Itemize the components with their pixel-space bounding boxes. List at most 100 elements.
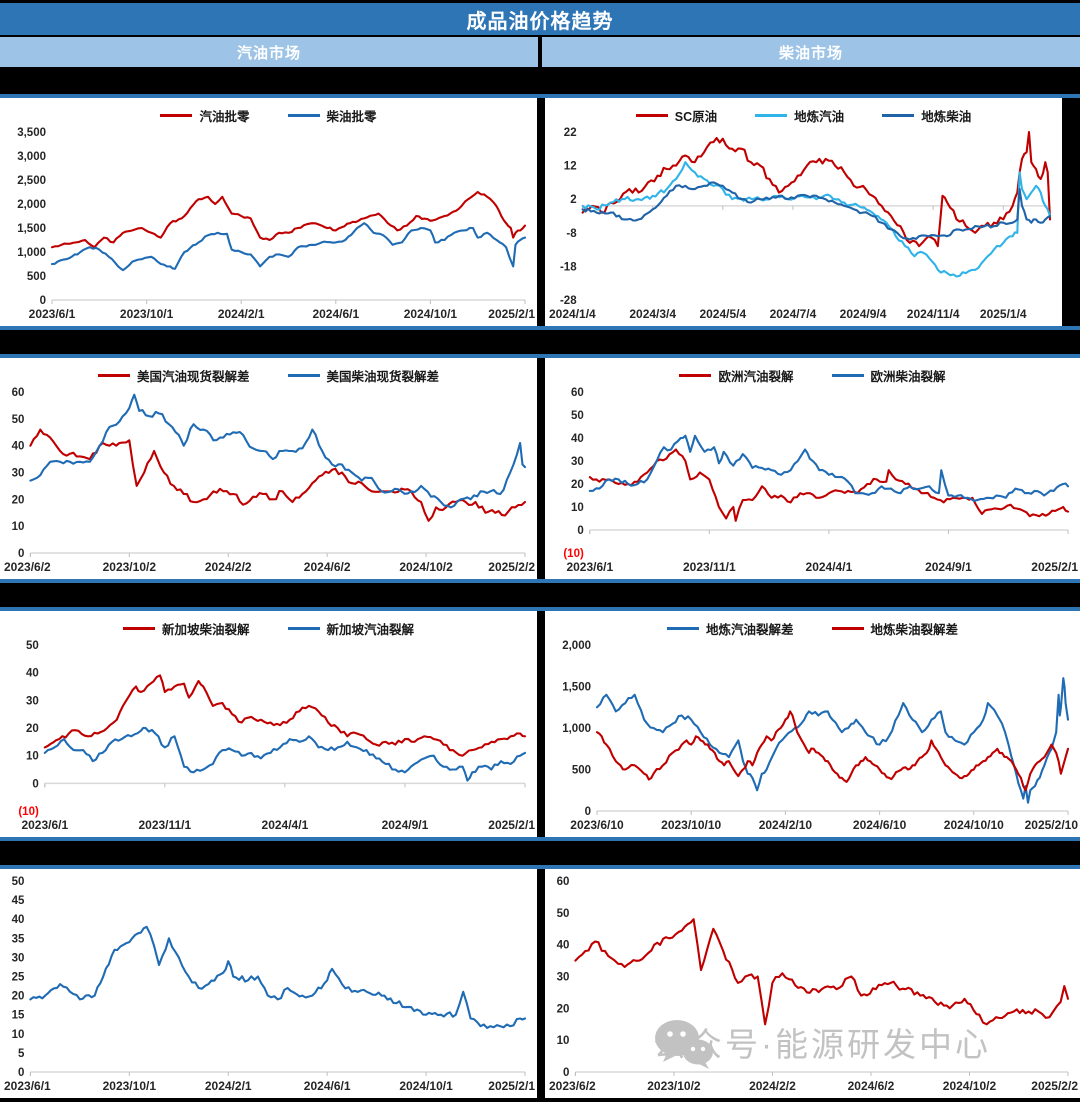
svg-text:2023/6/10: 2023/6/10 [570, 818, 624, 832]
chart-sc-crude-refinery-margins: -28 -18 -8 2 12 22 2024/1/4 2024/3/4 2024/5/4 202… [545, 98, 1080, 326]
svg-text:2023/10/1: 2023/10/1 [103, 1079, 157, 1093]
svg-text:2,500: 2,500 [17, 175, 46, 187]
svg-text:2: 2 [570, 194, 576, 206]
svg-text:45: 45 [12, 895, 25, 907]
svg-text:1,000: 1,000 [17, 247, 46, 259]
svg-text:40: 40 [12, 914, 25, 926]
series-line [581, 161, 1052, 278]
svg-text:2024/3/4: 2024/3/4 [629, 307, 676, 321]
chart-svg: 0 10 20 30 40 50 60 2023/6/2 2023/10/2 2024/2/2 20… [4, 387, 535, 574]
svg-text:40: 40 [557, 940, 570, 952]
separator-band [0, 841, 1080, 865]
series-line [588, 448, 1070, 522]
svg-text:60: 60 [571, 387, 584, 399]
svg-text:2025/2/1: 2025/2/1 [488, 307, 535, 321]
svg-text:2025/2/2: 2025/2/2 [488, 560, 535, 574]
svg-text:2024/6/1: 2024/6/1 [304, 1079, 351, 1093]
separator-band [0, 70, 1080, 94]
svg-text:12: 12 [564, 161, 577, 173]
chart-svg: (10) 0 10 20 30 40 50 60 2023/6/1 2023/11/1 2024/4… [563, 387, 1078, 574]
svg-text:2023/6/1: 2023/6/1 [21, 818, 68, 832]
series-line [29, 428, 527, 522]
svg-text:20: 20 [557, 1003, 570, 1015]
chart-svg: 0 5 10 15 20 25 30 35 40 45 50 2023/6/1 2023/10/1 202… [4, 876, 535, 1093]
svg-text:2025/2/1: 2025/2/1 [488, 1079, 535, 1093]
svg-text:5: 5 [18, 1048, 25, 1060]
row-divider [537, 611, 545, 837]
svg-text:2024/9/1: 2024/9/1 [925, 560, 972, 574]
series-line [595, 710, 1070, 792]
svg-text:2024/10/2: 2024/10/2 [399, 560, 453, 574]
svg-text:1,500: 1,500 [17, 223, 46, 235]
series-line [574, 918, 1070, 1026]
svg-text:50: 50 [26, 640, 39, 652]
svg-text:2025/2/2: 2025/2/2 [1031, 1079, 1078, 1093]
svg-text:2024/6/2: 2024/6/2 [848, 1079, 895, 1093]
svg-text:30: 30 [557, 972, 570, 984]
svg-text:22: 22 [564, 127, 577, 139]
svg-text:0: 0 [18, 1067, 24, 1079]
svg-text:2023/10/2: 2023/10/2 [103, 560, 157, 574]
series-line [50, 190, 527, 249]
chart-refinery-crack-spreads: 0 500 1,000 1,500 2,000 2023/6/10 2023/10/10 20… [545, 611, 1080, 837]
svg-text:0: 0 [18, 548, 24, 560]
chart-row-4: 0 5 10 15 20 25 30 35 40 45 50 2023/6/1 2023/10/1 202… [0, 865, 1080, 1102]
column-header-gasoline: 汽油市场 [236, 44, 301, 62]
svg-text:40: 40 [12, 441, 25, 453]
chart-svg: -28 -18 -8 2 12 22 2024/1/4 2024/3/4 2024/5/4 202… [549, 127, 1052, 321]
svg-text:(10): (10) [563, 548, 584, 560]
svg-text:0: 0 [585, 806, 591, 818]
chart-europe-crack-spreads: (10) 0 10 20 30 40 50 60 2023/6/1 2023/11/1 2024/4… [545, 358, 1080, 579]
chart-row-3: (10) 0 10 20 30 40 50 2023/6/1 2023/11/1 2024/4/1… [0, 607, 1080, 841]
svg-text:2023/6/1: 2023/6/1 [4, 1079, 51, 1093]
svg-text:-8: -8 [566, 228, 577, 240]
series-line [595, 677, 1070, 804]
svg-text:2023/11/1: 2023/11/1 [138, 818, 191, 832]
separator-band [0, 583, 1080, 607]
svg-text:25: 25 [12, 972, 25, 984]
row-divider [537, 869, 545, 1098]
svg-text:2024/10/1: 2024/10/1 [404, 307, 458, 321]
black-strip [1062, 98, 1080, 326]
chart-singapore-crack-spreads: (10) 0 10 20 30 40 50 2023/6/1 2023/11/1 2024/4/1… [0, 611, 537, 837]
svg-text:2024/2/1: 2024/2/1 [205, 1079, 252, 1093]
svg-text:2024/6/1: 2024/6/1 [312, 307, 359, 321]
svg-text:2024/4/1: 2024/4/1 [262, 818, 309, 832]
svg-text:2023/6/1: 2023/6/1 [566, 560, 613, 574]
separator-band [0, 330, 1080, 354]
svg-text:40: 40 [571, 433, 584, 445]
svg-text:50: 50 [12, 414, 25, 426]
row-divider [537, 98, 545, 326]
svg-text:0: 0 [577, 525, 583, 537]
svg-text:2023/6/2: 2023/6/2 [4, 560, 51, 574]
svg-text:2024/2/2: 2024/2/2 [749, 1079, 796, 1093]
series-line [581, 130, 1052, 248]
svg-text:(10): (10) [18, 806, 39, 818]
chart-diesel-crack-trend: 0 10 20 30 40 50 60 2023/6/2 2023/10/2 2024/2/2 20… [545, 869, 1080, 1098]
svg-text:0: 0 [32, 778, 38, 790]
svg-text:2023/6/1: 2023/6/1 [29, 307, 76, 321]
svg-text:60: 60 [557, 876, 570, 888]
series-line [29, 925, 527, 1029]
svg-text:2024/4/1: 2024/4/1 [806, 560, 853, 574]
svg-text:20: 20 [571, 479, 584, 491]
svg-text:2,000: 2,000 [562, 640, 591, 652]
column-divider [538, 37, 542, 67]
chart-us-crack-spreads: 0 10 20 30 40 50 60 2023/6/2 2023/10/2 2024/2/2 20… [0, 358, 537, 579]
svg-text:2024/6/2: 2024/6/2 [304, 560, 351, 574]
svg-text:2024/1/4: 2024/1/4 [549, 307, 596, 321]
svg-text:50: 50 [571, 410, 584, 422]
svg-text:500: 500 [572, 765, 591, 777]
chart-svg: 0 500 1,000 1,500 2,000 2023/6/10 2023/10/10 20… [562, 640, 1078, 832]
chart-svg: (10) 0 10 20 30 40 50 2023/6/1 2023/11/1 2024/4/1… [18, 640, 535, 832]
market-subheader: 汽油市场 柴油市场 [0, 37, 1080, 70]
svg-text:2025/2/1: 2025/2/1 [1031, 560, 1078, 574]
report-title-bar: 成品油价格趋势 [0, 0, 1080, 37]
svg-text:500: 500 [27, 271, 46, 283]
chart-gasoline-crack-trend: 0 5 10 15 20 25 30 35 40 45 50 2023/6/1 2023/10/1 202… [0, 869, 537, 1098]
chart-row-2: 0 10 20 30 40 50 60 2023/6/2 2023/10/2 2024/2/2 20… [0, 354, 1080, 583]
row-divider [537, 358, 545, 579]
svg-text:2024/9/1: 2024/9/1 [382, 818, 429, 832]
svg-text:40: 40 [26, 668, 39, 680]
